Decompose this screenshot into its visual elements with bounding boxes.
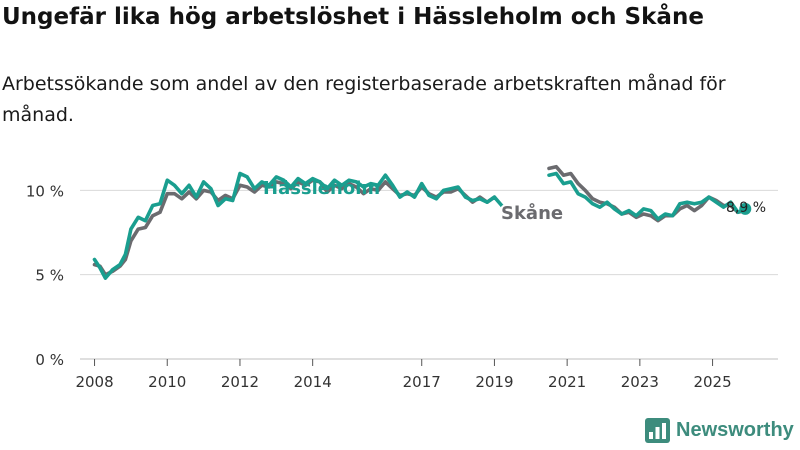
y-axis: 0 % 5 % 10 %	[26, 182, 64, 369]
series-labels: Hässleholm Skåne 8,9 %	[263, 178, 766, 226]
chart-subtitle: Arbetssökande som andel av den registerb…	[2, 73, 726, 126]
x-tick-label: 2014	[294, 373, 332, 391]
bar-chart-icon	[645, 418, 670, 443]
series-label-skane: Skåne	[501, 202, 563, 224]
series-line-hassleholm	[92, 171, 518, 280]
chart-title: Ungefär lika hög arbetslöshet i Hässleho…	[2, 4, 704, 30]
gridlines	[80, 189, 778, 360]
x-tick-label: 2023	[621, 373, 659, 391]
y-tick-label: 0 %	[35, 351, 64, 369]
end-point-marker	[739, 202, 752, 215]
x-tick-label: 2025	[693, 373, 731, 391]
series-label-hassleholm: Hässleholm	[263, 178, 380, 199]
series-lines	[92, 164, 752, 280]
x-axis: 2008 2010 2012 2014 2017 2019 2021 2023 2025	[75, 359, 732, 391]
series-line-hassleholm	[547, 171, 748, 221]
x-tick-label: 2019	[475, 373, 513, 391]
x-tick-label: 2021	[548, 373, 586, 391]
x-tick-label: 2012	[221, 373, 259, 391]
end-value-label: 8,9 %	[726, 200, 766, 216]
x-tick-label: 2010	[148, 373, 186, 391]
x-tick-label: 2017	[403, 373, 441, 391]
brand-name: Newsworthy	[676, 419, 794, 441]
newsworthy-logo[interactable]: Newsworthy	[645, 418, 794, 443]
x-tick-label: 2008	[75, 373, 113, 391]
y-tick-label: 5 %	[35, 267, 64, 285]
y-tick-label: 10 %	[26, 182, 64, 200]
